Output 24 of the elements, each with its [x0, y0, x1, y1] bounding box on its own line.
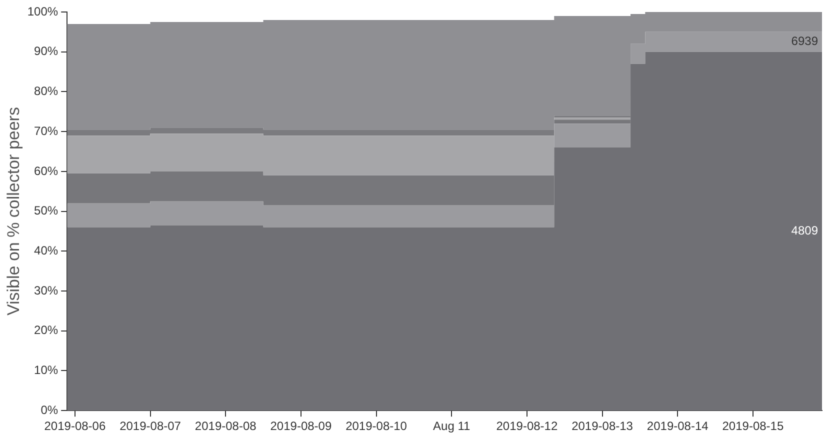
x-tick-label: 2019-08-09	[270, 419, 332, 434]
y-tick-label: 100%	[27, 4, 58, 18]
y-tick-label: 80%	[34, 84, 58, 98]
x-tick-label: 2019-08-08	[194, 419, 257, 434]
y-tick-label: 40%	[34, 243, 58, 258]
x-tick-label: 2019-08-10	[346, 419, 408, 434]
y-tick-label: 30%	[34, 283, 58, 298]
series-label: 6939	[791, 34, 818, 48]
x-tick-label: 2019-08-07	[120, 419, 182, 434]
x-tick-label: Aug 11	[433, 419, 470, 434]
y-tick-label: 60%	[34, 164, 58, 178]
x-tick-label: 2019-08-06	[44, 419, 106, 434]
x-tick-label: 2019-08-13	[572, 419, 634, 434]
x-tick-label: 2019-08-15	[722, 419, 784, 434]
y-tick-label: 0%	[40, 402, 58, 417]
y-tick-label: 50%	[34, 204, 58, 218]
y-tick-label: 20%	[34, 323, 58, 338]
series-label: 4809	[791, 224, 818, 238]
y-tick-label: 10%	[34, 363, 58, 378]
x-tick-label: 2019-08-14	[646, 419, 709, 434]
y-tick-label: 70%	[34, 124, 58, 138]
y-axis-title: Visible on % collector peers	[4, 107, 23, 316]
x-tick-label: 2019-08-12	[496, 419, 558, 434]
y-tick-label: 90%	[34, 44, 58, 58]
